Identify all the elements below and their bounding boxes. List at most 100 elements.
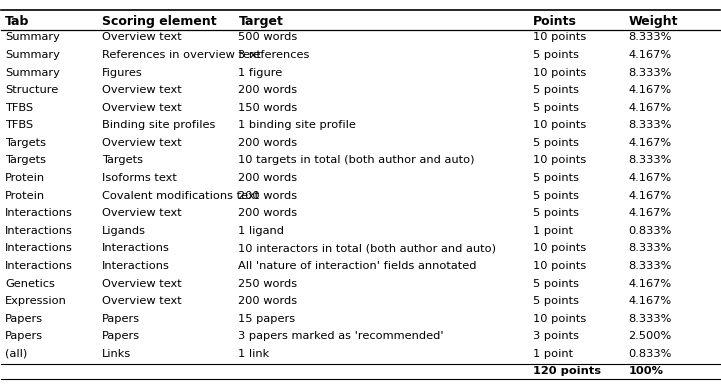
Text: Interactions: Interactions bbox=[102, 243, 170, 253]
Text: 10 interactors in total (both author and auto): 10 interactors in total (both author and… bbox=[239, 243, 496, 253]
Text: Scoring element: Scoring element bbox=[102, 15, 216, 28]
Text: Genetics: Genetics bbox=[5, 278, 55, 288]
Text: 200 words: 200 words bbox=[239, 208, 298, 218]
Text: 1 point: 1 point bbox=[533, 349, 573, 359]
Text: Tab: Tab bbox=[5, 15, 30, 28]
Text: Targets: Targets bbox=[5, 156, 46, 166]
Text: 10 points: 10 points bbox=[533, 156, 586, 166]
Text: References in overview text: References in overview text bbox=[102, 50, 261, 60]
Text: Structure: Structure bbox=[5, 85, 58, 95]
Text: 1 binding site profile: 1 binding site profile bbox=[239, 120, 356, 130]
Text: 10 points: 10 points bbox=[533, 314, 586, 324]
Text: 10 points: 10 points bbox=[533, 32, 586, 42]
Text: 4.167%: 4.167% bbox=[629, 278, 671, 288]
Text: 200 words: 200 words bbox=[239, 173, 298, 183]
Text: 15 papers: 15 papers bbox=[239, 314, 296, 324]
Text: Interactions: Interactions bbox=[5, 208, 73, 218]
Text: 4.167%: 4.167% bbox=[629, 50, 671, 60]
Text: 4.167%: 4.167% bbox=[629, 103, 671, 113]
Text: Weight: Weight bbox=[629, 15, 678, 28]
Text: 200 words: 200 words bbox=[239, 138, 298, 148]
Text: Target: Target bbox=[239, 15, 283, 28]
Text: Ligands: Ligands bbox=[102, 226, 146, 236]
Text: 500 words: 500 words bbox=[239, 32, 298, 42]
Text: Overview text: Overview text bbox=[102, 85, 182, 95]
Text: 10 targets in total (both author and auto): 10 targets in total (both author and aut… bbox=[239, 156, 475, 166]
Text: Papers: Papers bbox=[5, 331, 43, 341]
Text: 10 points: 10 points bbox=[533, 261, 586, 271]
Text: 5 points: 5 points bbox=[533, 85, 579, 95]
Text: 200 words: 200 words bbox=[239, 85, 298, 95]
Text: 1 point: 1 point bbox=[533, 226, 573, 236]
Text: 2.500%: 2.500% bbox=[629, 331, 672, 341]
Text: 4.167%: 4.167% bbox=[629, 296, 671, 306]
Text: Protein: Protein bbox=[5, 191, 45, 201]
Text: 250 words: 250 words bbox=[239, 278, 298, 288]
Text: Overview text: Overview text bbox=[102, 278, 182, 288]
Text: 5 points: 5 points bbox=[533, 191, 579, 201]
Text: 5 points: 5 points bbox=[533, 208, 579, 218]
Text: 4.167%: 4.167% bbox=[629, 85, 671, 95]
Text: 4.167%: 4.167% bbox=[629, 208, 671, 218]
Text: 10 points: 10 points bbox=[533, 67, 586, 77]
Text: Interactions: Interactions bbox=[102, 261, 170, 271]
Text: 5 points: 5 points bbox=[533, 296, 579, 306]
Text: (all): (all) bbox=[5, 349, 27, 359]
Text: 200 words: 200 words bbox=[239, 191, 298, 201]
Text: 8.333%: 8.333% bbox=[629, 314, 672, 324]
Text: 8.333%: 8.333% bbox=[629, 32, 672, 42]
Text: 8.333%: 8.333% bbox=[629, 67, 672, 77]
Text: TFBS: TFBS bbox=[5, 120, 33, 130]
Text: 100%: 100% bbox=[629, 366, 663, 376]
Text: Points: Points bbox=[533, 15, 577, 28]
Text: Papers: Papers bbox=[102, 314, 140, 324]
Text: Papers: Papers bbox=[102, 331, 140, 341]
Text: 5 points: 5 points bbox=[533, 103, 579, 113]
Text: 4.167%: 4.167% bbox=[629, 173, 671, 183]
Text: Binding site profiles: Binding site profiles bbox=[102, 120, 216, 130]
Text: 5 points: 5 points bbox=[533, 138, 579, 148]
Text: Summary: Summary bbox=[5, 67, 60, 77]
Text: 0.833%: 0.833% bbox=[629, 226, 672, 236]
Text: 5 points: 5 points bbox=[533, 278, 579, 288]
Text: Papers: Papers bbox=[5, 314, 43, 324]
Text: 120 points: 120 points bbox=[533, 366, 601, 376]
Text: Targets: Targets bbox=[102, 156, 143, 166]
Text: 8.333%: 8.333% bbox=[629, 243, 672, 253]
Text: Overview text: Overview text bbox=[102, 103, 182, 113]
Text: TFBS: TFBS bbox=[5, 103, 33, 113]
Text: 1 figure: 1 figure bbox=[239, 67, 283, 77]
Text: 4.167%: 4.167% bbox=[629, 191, 671, 201]
Text: Interactions: Interactions bbox=[5, 243, 73, 253]
Text: Protein: Protein bbox=[5, 173, 45, 183]
Text: Interactions: Interactions bbox=[5, 226, 73, 236]
Text: Overview text: Overview text bbox=[102, 138, 182, 148]
Text: All 'nature of interaction' fields annotated: All 'nature of interaction' fields annot… bbox=[239, 261, 477, 271]
Text: 1 ligand: 1 ligand bbox=[239, 226, 284, 236]
Text: 1 link: 1 link bbox=[239, 349, 270, 359]
Text: 5 points: 5 points bbox=[533, 50, 579, 60]
Text: 8.333%: 8.333% bbox=[629, 156, 672, 166]
Text: 3 references: 3 references bbox=[239, 50, 310, 60]
Text: Isoforms text: Isoforms text bbox=[102, 173, 177, 183]
Text: Links: Links bbox=[102, 349, 131, 359]
Text: 10 points: 10 points bbox=[533, 120, 586, 130]
Text: Interactions: Interactions bbox=[5, 261, 73, 271]
Text: 0.833%: 0.833% bbox=[629, 349, 672, 359]
Text: 8.333%: 8.333% bbox=[629, 261, 672, 271]
Text: Overview text: Overview text bbox=[102, 296, 182, 306]
Text: Summary: Summary bbox=[5, 32, 60, 42]
Text: Overview text: Overview text bbox=[102, 32, 182, 42]
Text: 10 points: 10 points bbox=[533, 243, 586, 253]
Text: 5 points: 5 points bbox=[533, 173, 579, 183]
Text: Covalent modifications text: Covalent modifications text bbox=[102, 191, 259, 201]
Text: Summary: Summary bbox=[5, 50, 60, 60]
Text: 150 words: 150 words bbox=[239, 103, 298, 113]
Text: Figures: Figures bbox=[102, 67, 143, 77]
Text: Expression: Expression bbox=[5, 296, 67, 306]
Text: Targets: Targets bbox=[5, 138, 46, 148]
Text: 8.333%: 8.333% bbox=[629, 120, 672, 130]
Text: 3 papers marked as 'recommended': 3 papers marked as 'recommended' bbox=[239, 331, 444, 341]
Text: 4.167%: 4.167% bbox=[629, 138, 671, 148]
Text: 200 words: 200 words bbox=[239, 296, 298, 306]
